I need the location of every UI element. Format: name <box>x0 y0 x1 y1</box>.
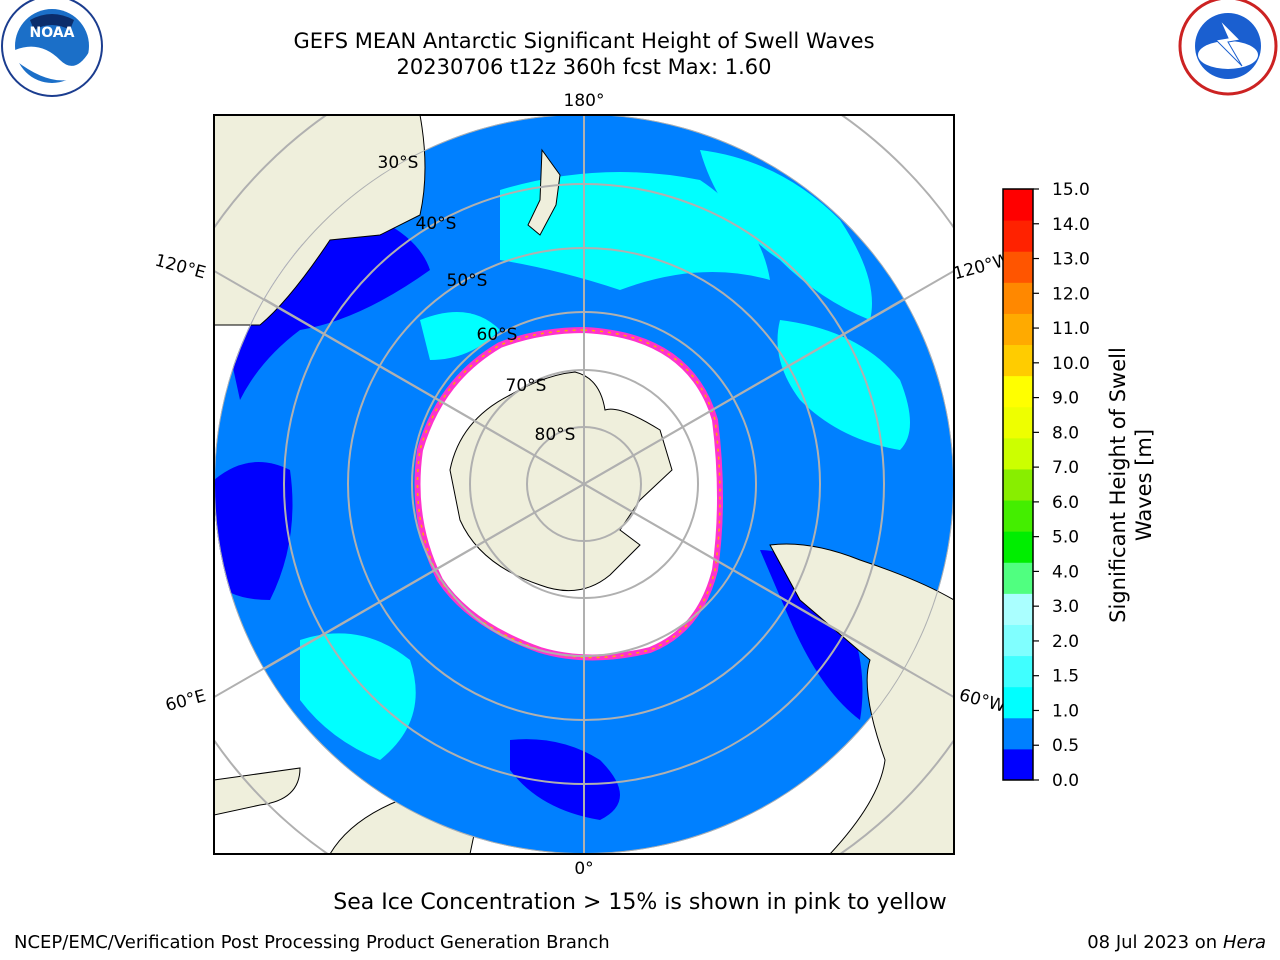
colorbar-tick-label: 6.0 <box>1052 493 1079 513</box>
colorbar-tick-label: 15.0 <box>1052 180 1090 200</box>
colorbar-tick-label: 2.0 <box>1052 632 1079 652</box>
colorbar-segment <box>1003 251 1033 283</box>
colorbar-segment <box>1003 500 1033 532</box>
lon-label-180: 180° <box>564 91 605 111</box>
colorbar-tick-label: 5.0 <box>1052 528 1079 548</box>
colorbar-segment <box>1003 655 1033 688</box>
colorbar-segment <box>1003 406 1033 439</box>
lat-label-40s: 40°S <box>416 214 457 234</box>
colorbar-tick-label: 3.0 <box>1052 597 1079 617</box>
lat-label-70s: 70°S <box>506 376 547 396</box>
footer-date: 08 Jul 2023 on Hera <box>1087 932 1266 953</box>
colorbar-segment <box>1003 344 1033 377</box>
colorbar-segment <box>1003 437 1033 470</box>
nws-logo <box>1178 0 1278 96</box>
colorbar-label-line1: Significant Height of Swell <box>1106 347 1130 623</box>
colorbar-segment <box>1003 593 1033 625</box>
lon-label-60e: 60°E <box>163 686 208 716</box>
colorbar: 15.0 14.0 13.0 12.0 11.0 10.0 9.0 8.0 7.0 6.0 5.0 4… <box>1002 180 1090 791</box>
colorbar-tick-label: 11.0 <box>1052 319 1090 339</box>
chart-title: GEFS MEAN Antarctic Significant Height o… <box>293 29 875 53</box>
map-frame <box>213 114 955 855</box>
colorbar-tick-label: 7.0 <box>1052 458 1079 478</box>
lat-label-50s: 50°S <box>447 271 488 291</box>
chart-subtitle: 20230706 t12z 360h fcst Max: 1.60 <box>396 55 772 79</box>
colorbar-tick-label: 0.5 <box>1052 736 1079 756</box>
colorbar-segment <box>1003 531 1033 563</box>
map-panel: 180° 0° 120°E 120°W 60°E 60°W 30°S 40°S … <box>153 91 1013 879</box>
sea-ice-caption: Sea Ice Concentration > 15% is shown in … <box>333 890 947 915</box>
colorbar-segment <box>1003 686 1033 719</box>
lat-label-80s: 80°S <box>535 425 576 445</box>
footer-date-text: 08 Jul 2023 on <box>1087 932 1223 953</box>
footer-branch: NCEP/EMC/Verification Post Processing Pr… <box>14 932 610 953</box>
colorbar-segment <box>1003 313 1033 346</box>
lat-label-30s: 30°S <box>378 153 419 173</box>
colorbar-segment <box>1003 748 1033 781</box>
footer-host: Hera <box>1222 932 1266 953</box>
colorbar-tick-label: 14.0 <box>1052 215 1090 235</box>
lat-label-60s: 60°S <box>477 325 518 345</box>
colorbar-segment <box>1003 189 1033 221</box>
lon-label-120e: 120°E <box>153 251 208 284</box>
colorbar-segment <box>1003 717 1033 750</box>
colorbar-tick-label: 0.0 <box>1052 771 1079 791</box>
lon-label-60w: 60°W <box>957 685 1008 717</box>
lon-label-0: 0° <box>574 859 593 879</box>
noaa-logo-text: NOAA <box>30 25 75 41</box>
colorbar-segment <box>1003 282 1033 314</box>
colorbar-segment <box>1003 624 1033 657</box>
colorbar-label-line2: Waves [m] <box>1132 429 1156 541</box>
colorbar-tick-label: 1.0 <box>1052 701 1079 721</box>
colorbar-tick-label: 4.0 <box>1052 562 1079 582</box>
colorbar-segment <box>1003 220 1033 252</box>
colorbar-segment <box>1003 562 1033 594</box>
colorbar-tick-label: 9.0 <box>1052 389 1079 409</box>
colorbar-segment <box>1003 375 1033 408</box>
colorbar-tick-label: 10.0 <box>1052 354 1090 374</box>
noaa-logo: NOAA <box>1 0 103 97</box>
colorbar-tick-label: 13.0 <box>1052 250 1090 270</box>
colorbar-tick-label: 12.0 <box>1052 284 1090 304</box>
colorbar-frame <box>1002 188 1034 781</box>
colorbar-segment <box>1003 468 1033 501</box>
colorbar-tick-label: 1.5 <box>1052 667 1079 687</box>
colorbar-tick-label: 8.0 <box>1052 423 1079 443</box>
